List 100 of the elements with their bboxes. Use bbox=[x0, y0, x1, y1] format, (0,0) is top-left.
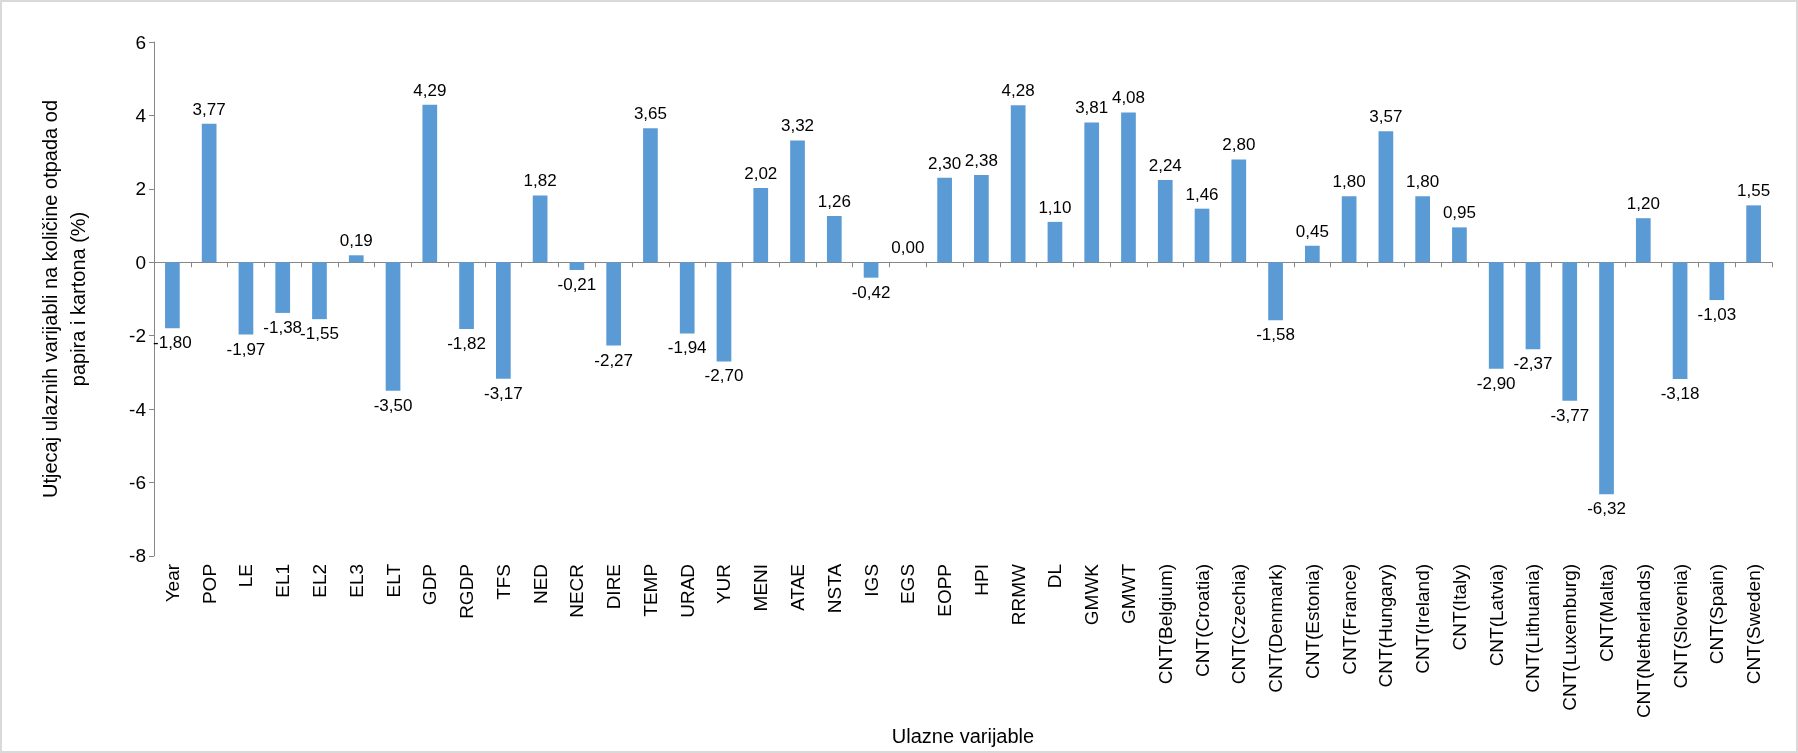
x-tick-label: EL1 bbox=[272, 563, 294, 598]
bar bbox=[863, 262, 879, 278]
data-label: 4,28 bbox=[1001, 81, 1035, 101]
data-label: -3,50 bbox=[373, 395, 413, 415]
x-tick-label: CNT(Luxemburg) bbox=[1559, 563, 1581, 711]
bar bbox=[606, 262, 622, 346]
data-label: -3,18 bbox=[1660, 384, 1700, 403]
data-label: 4,29 bbox=[413, 80, 447, 100]
bar bbox=[753, 188, 769, 263]
data-label: -1,94 bbox=[667, 338, 707, 358]
data-label: 1,26 bbox=[817, 192, 851, 212]
x-tick-label: CNT(Estonia) bbox=[1301, 563, 1323, 680]
x-tick-label: RGDP bbox=[456, 563, 478, 619]
x-tick-label: CNT(Lithuania) bbox=[1522, 563, 1544, 693]
data-label: 2,80 bbox=[1222, 135, 1256, 155]
data-label: -3,77 bbox=[1550, 405, 1590, 425]
bar bbox=[348, 255, 364, 263]
x-tick-label: IGS bbox=[860, 563, 882, 597]
bar bbox=[1599, 262, 1614, 495]
x-tick-label: CNT(Denmark) bbox=[1265, 563, 1287, 693]
data-label: 4,08 bbox=[1111, 88, 1146, 108]
data-label: 3,65 bbox=[633, 104, 667, 124]
y-tick-label: -6 bbox=[129, 472, 146, 494]
y-tick-label: 6 bbox=[135, 31, 146, 53]
bar bbox=[1121, 112, 1136, 263]
x-tick-label: ELT bbox=[382, 563, 404, 598]
bar bbox=[495, 262, 511, 379]
x-tick-label: DL bbox=[1044, 563, 1066, 589]
bar bbox=[532, 195, 548, 263]
x-tick-label: CNT(France) bbox=[1338, 563, 1360, 675]
x-tick-label: NED bbox=[529, 563, 551, 605]
data-label: -1,80 bbox=[153, 333, 192, 353]
data-label: 0,19 bbox=[339, 231, 373, 251]
x-tick-label: EGS bbox=[897, 563, 919, 605]
data-label: 2,02 bbox=[744, 164, 778, 184]
bar bbox=[679, 262, 695, 334]
x-tick-label: CNT(Croatia) bbox=[1191, 563, 1213, 677]
bar bbox=[1304, 245, 1320, 263]
data-label: 2,30 bbox=[928, 153, 962, 173]
bar bbox=[1084, 122, 1100, 263]
bar bbox=[1488, 262, 1504, 369]
x-tick-label: CNT(Ireland) bbox=[1412, 563, 1434, 674]
x-tick-label: RRMW bbox=[1007, 563, 1029, 626]
data-label: 3,32 bbox=[780, 116, 815, 136]
x-tick-label: URAD bbox=[676, 563, 698, 618]
bar bbox=[312, 262, 327, 320]
bar bbox=[1709, 262, 1725, 301]
x-tick-label: Year bbox=[161, 563, 183, 603]
bar bbox=[459, 262, 474, 330]
bar bbox=[238, 262, 254, 335]
bar bbox=[1562, 262, 1578, 401]
bar bbox=[165, 262, 180, 329]
data-label: 3,81 bbox=[1075, 98, 1109, 118]
bar bbox=[1157, 180, 1173, 263]
x-tick-label: CNT(Sweden) bbox=[1743, 563, 1765, 685]
data-label: -2,37 bbox=[1513, 354, 1553, 374]
x-tick-label: CNT(Latvia) bbox=[1485, 563, 1507, 667]
data-label: 1,55 bbox=[1737, 181, 1771, 201]
data-label: -3,17 bbox=[483, 383, 523, 403]
bar bbox=[826, 216, 842, 263]
x-tick-label: CNT(Malta) bbox=[1596, 563, 1618, 663]
x-tick-label: TFS bbox=[492, 563, 514, 600]
data-label: -2,70 bbox=[704, 366, 744, 386]
y-tick-label: 4 bbox=[135, 104, 147, 126]
x-tick-label: DIRE bbox=[603, 563, 625, 610]
data-label: 3,57 bbox=[1369, 107, 1403, 127]
data-label: 1,46 bbox=[1185, 184, 1219, 204]
y-tick-label: 0 bbox=[135, 251, 146, 273]
bar bbox=[643, 128, 658, 263]
x-tick-label: CNT(Spain) bbox=[1706, 563, 1728, 665]
x-tick-label: CNT(Slovenia) bbox=[1669, 563, 1691, 689]
bar bbox=[385, 262, 401, 391]
x-tick-label: ATAE bbox=[787, 563, 809, 611]
data-label: 2,24 bbox=[1148, 156, 1182, 176]
x-tick-label: CNT(Hungary) bbox=[1375, 563, 1397, 688]
bar bbox=[937, 177, 952, 263]
x-tick-label: CNT(Belgium) bbox=[1154, 563, 1176, 685]
bar bbox=[1378, 131, 1394, 263]
bar bbox=[1194, 208, 1210, 263]
bar bbox=[1047, 221, 1063, 263]
x-tick-label: EL2 bbox=[308, 563, 330, 598]
bar bbox=[1231, 159, 1247, 263]
data-label: -1,97 bbox=[226, 339, 266, 359]
data-label: 0,95 bbox=[1442, 203, 1476, 223]
bar bbox=[422, 104, 438, 263]
bar bbox=[1672, 262, 1688, 379]
data-label: 1,82 bbox=[523, 171, 557, 191]
x-tick-label: CNT(Czechia) bbox=[1228, 563, 1250, 685]
y-tick-label: 2 bbox=[135, 178, 146, 200]
x-tick-label: EOPP bbox=[934, 563, 956, 617]
bar bbox=[1341, 196, 1357, 263]
data-label: 1,80 bbox=[1332, 172, 1366, 192]
x-tick-label: HPI bbox=[970, 563, 992, 596]
x-tick-label: NSTA bbox=[823, 563, 845, 614]
x-axis-title: Ulazne varijable bbox=[891, 725, 1035, 747]
x-tick-label: EL3 bbox=[345, 563, 367, 598]
data-label: 0,45 bbox=[1295, 221, 1329, 241]
data-label: -6,32 bbox=[1587, 499, 1626, 519]
data-label: -0,42 bbox=[851, 282, 891, 302]
bar bbox=[790, 140, 805, 263]
